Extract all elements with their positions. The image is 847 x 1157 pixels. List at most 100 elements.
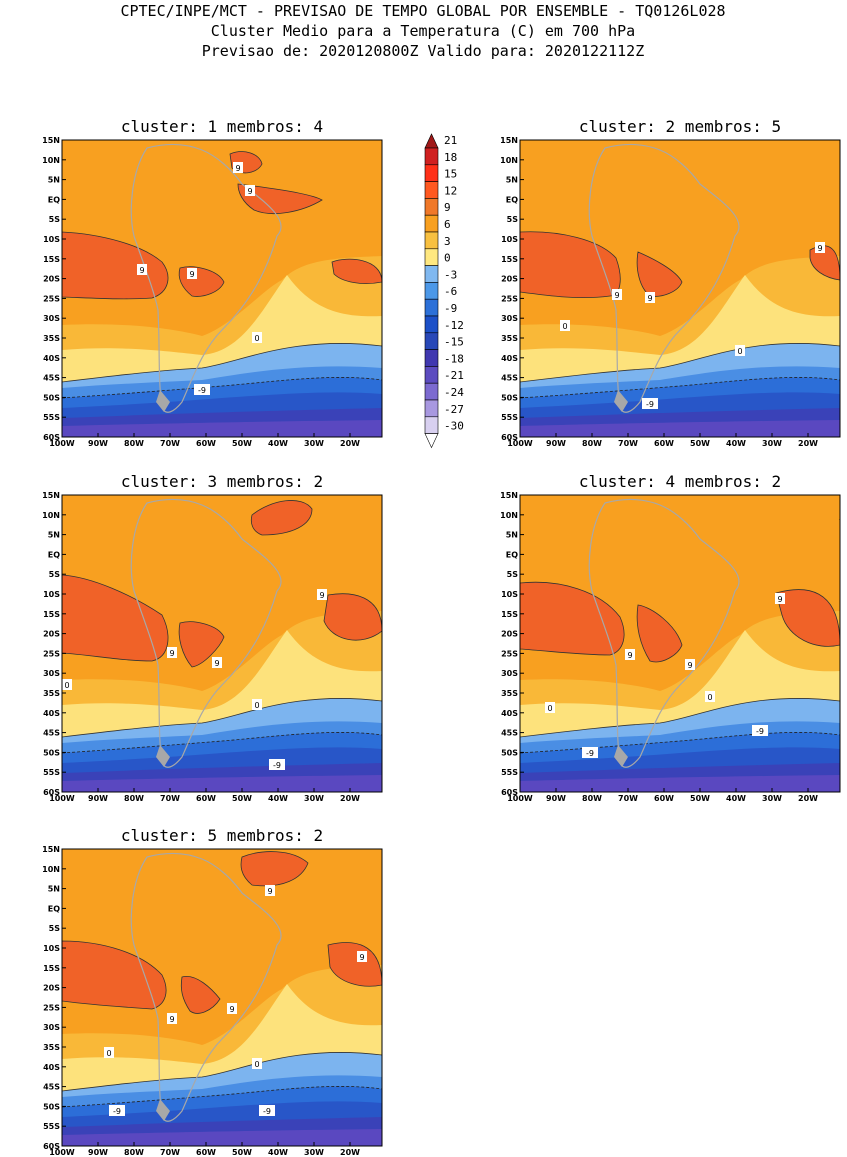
- lon-tick-label: 80W: [124, 1148, 144, 1157]
- contour-label: -9: [109, 1105, 125, 1116]
- contour-label-box: [560, 320, 570, 331]
- lat-tick-label: 30S: [501, 669, 518, 678]
- lon-tick-label: 90W: [546, 439, 566, 448]
- temperature-band: [62, 775, 382, 792]
- lat-tick-label: 15S: [501, 610, 518, 619]
- warm-region: [237, 183, 323, 215]
- map-field: [520, 495, 840, 792]
- lat-tick-label: 40S: [43, 354, 60, 363]
- contour-label: -9: [752, 725, 768, 736]
- colorbar-label: 9: [444, 201, 451, 214]
- contour-label-box: [245, 185, 255, 196]
- contour-label-box: [187, 268, 197, 279]
- lat-tick-label: 25S: [43, 1003, 60, 1012]
- contour-label-box: [582, 747, 598, 758]
- lat-tick-label: 20S: [501, 275, 518, 284]
- contour-label-box: [109, 1105, 125, 1116]
- lat-tick-label: 55S: [43, 413, 60, 422]
- contour-minus9: [520, 377, 840, 399]
- lon-tick-label: 30W: [762, 794, 782, 803]
- contour-label-text: 0: [562, 322, 567, 331]
- lon-tick-label: 100W: [507, 794, 533, 803]
- contour-label-text: 9: [267, 887, 272, 896]
- colorbar-swatch: [424, 214, 439, 233]
- lat-tick-label: 5N: [48, 885, 60, 894]
- contour-label-text: -9: [273, 761, 281, 770]
- lat-tick-label: 10N: [42, 156, 60, 165]
- colorbar-label: -9: [444, 302, 457, 315]
- contour-label-text: -9: [113, 1107, 121, 1116]
- contour-label-text: 0: [64, 681, 69, 690]
- colorbar-swatch: [424, 147, 439, 166]
- temperature-band: [62, 1129, 382, 1146]
- contour-label: 0: [252, 699, 262, 710]
- lon-tick-label: 70W: [160, 1148, 180, 1157]
- contour-label: 9: [265, 885, 275, 896]
- contour-label-box: [167, 647, 177, 658]
- lon-tick-label: 60W: [196, 794, 216, 803]
- lat-tick-label: 5N: [48, 531, 60, 540]
- colorbar-label: 18: [444, 151, 457, 164]
- lon-tick-label: 60W: [654, 439, 674, 448]
- lat-tick-label: 15N: [42, 136, 60, 145]
- lat-tick-label: 50S: [43, 748, 60, 757]
- contour-label: -9: [269, 759, 285, 770]
- contour-label-text: 9: [319, 591, 324, 600]
- contour-label-text: 9: [777, 595, 782, 604]
- contour-label-text: 9: [229, 1005, 234, 1014]
- contour-label: -9: [259, 1105, 275, 1116]
- contour-label-text: 9: [647, 294, 652, 303]
- map-field: [520, 140, 840, 437]
- lat-tick-label: 20S: [43, 275, 60, 284]
- lat-tick-label: 55S: [501, 768, 518, 777]
- lat-tick-label: 5N: [506, 531, 518, 540]
- warm-region: [180, 975, 221, 1014]
- contour-label-box: [252, 332, 262, 343]
- contour-minus9: [520, 732, 840, 754]
- colorbar-swatch: [424, 416, 439, 434]
- warm-region: [520, 581, 625, 656]
- lat-tick-label: 35S: [501, 689, 518, 698]
- lat-tick-label: 5N: [506, 176, 518, 185]
- warm-region: [323, 593, 382, 641]
- contour-label: 0: [62, 679, 72, 690]
- contour-label-box: [137, 264, 147, 275]
- lat-tick-label: 5N: [48, 176, 60, 185]
- temperature-band: [520, 420, 840, 437]
- contour-label: 9: [167, 647, 177, 658]
- contour-label: 0: [252, 1058, 262, 1069]
- lat-tick-label: 35S: [43, 1043, 60, 1052]
- warm-region: [520, 231, 621, 299]
- colorbar-label: 15: [444, 168, 457, 181]
- colorbar-swatch: [424, 198, 439, 216]
- lat-tick-label: 55S: [43, 768, 60, 777]
- coastline: [588, 143, 740, 413]
- lon-tick-label: 90W: [88, 794, 108, 803]
- contour-label: 9: [167, 1013, 177, 1024]
- coastline: [130, 852, 282, 1122]
- lon-tick-label: 50W: [232, 1148, 252, 1157]
- lat-tick-label: 35S: [501, 334, 518, 343]
- contour-label-box: [815, 242, 825, 253]
- lat-tick-label: 30S: [43, 314, 60, 323]
- lat-tick-label: 15S: [43, 255, 60, 264]
- contour-label-box: [735, 345, 745, 356]
- lat-tick-label: 55S: [43, 1122, 60, 1131]
- lon-tick-label: 30W: [304, 1148, 324, 1157]
- lon-tick-label: 80W: [582, 794, 602, 803]
- lat-tick-label: 45S: [43, 1083, 60, 1092]
- colorbar-swatch: [424, 282, 439, 300]
- warm-region: [838, 518, 840, 520]
- lat-tick-label: 40S: [501, 354, 518, 363]
- title-line-3: Previsao de: 2020120800Z Valido para: 20…: [202, 42, 645, 60]
- colorbar-label: -27: [444, 403, 464, 416]
- lat-tick-label: 20S: [43, 984, 60, 993]
- contour-label-box: [194, 384, 210, 395]
- lon-tick-label: 70W: [618, 794, 638, 803]
- lat-tick-label: 60S: [43, 1142, 60, 1151]
- contour-label: 0: [252, 332, 262, 343]
- colorbar-label: 21: [444, 134, 457, 147]
- contour-minus9: [62, 1086, 382, 1108]
- lon-tick-label: 90W: [88, 1148, 108, 1157]
- lon-tick-label: 70W: [618, 439, 638, 448]
